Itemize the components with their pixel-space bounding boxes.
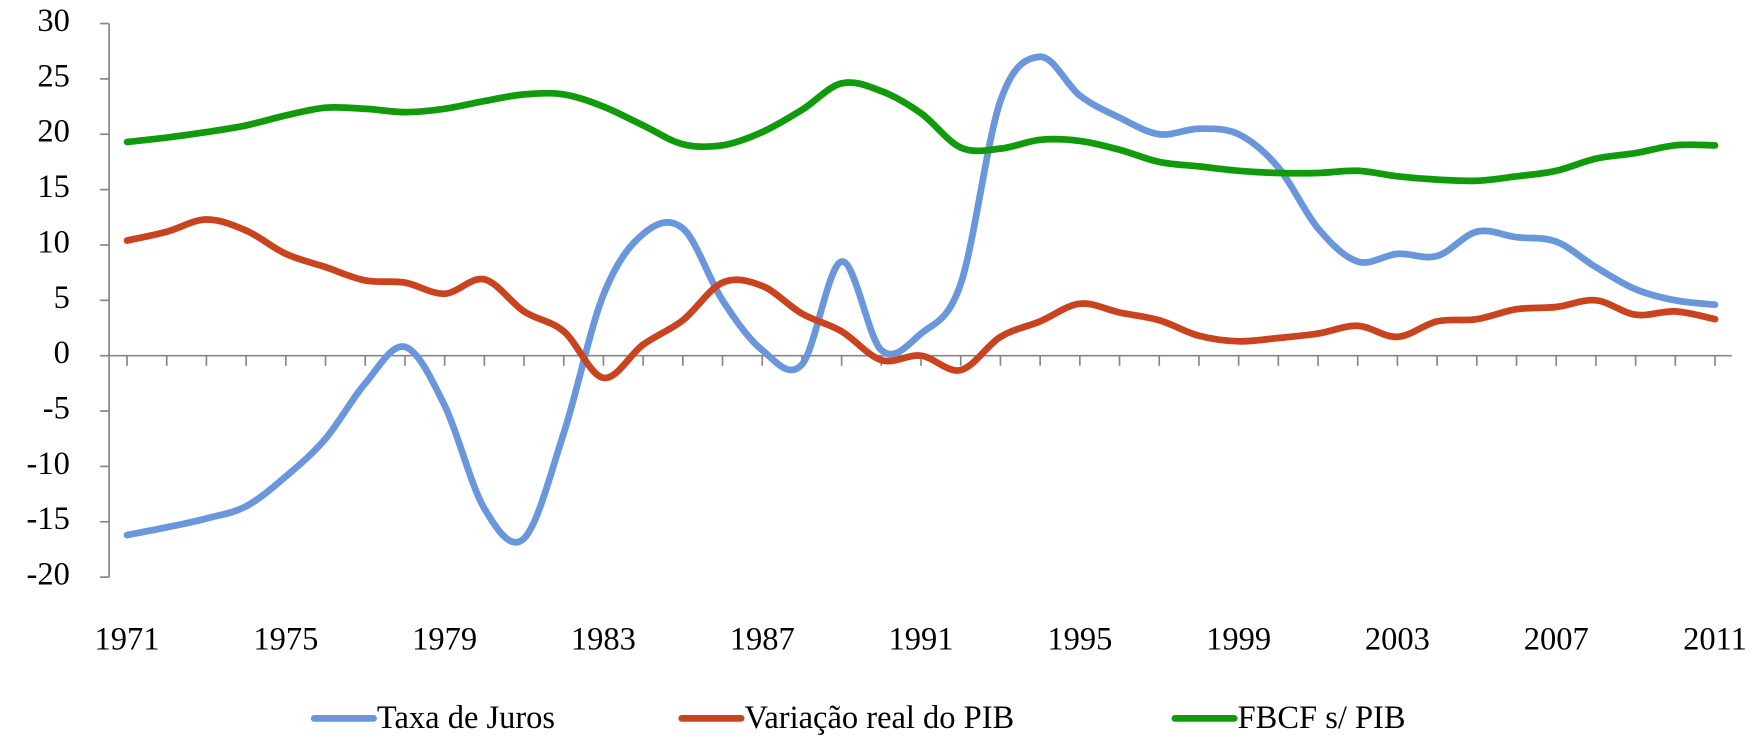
series-line: [123, 216, 1719, 382]
x-tick-label: 1983: [571, 622, 636, 658]
y-tick-label: -10: [27, 446, 70, 482]
x-tick-label: 2007: [1524, 622, 1589, 658]
series-line: [123, 53, 1719, 546]
x-tick-label: 1999: [1206, 622, 1271, 658]
x-tick-label: 1991: [889, 622, 954, 658]
legend-label: FBCF s/ PIB: [1238, 700, 1406, 736]
x-tick-label: 2003: [1365, 622, 1430, 658]
x-tick-label: 1971: [95, 622, 160, 658]
series-line: [123, 79, 1719, 185]
y-tick-label: -5: [43, 391, 70, 427]
y-tick-label: 5: [54, 280, 70, 316]
legend-label: Variação real do PIB: [745, 700, 1015, 736]
y-tick-label: -20: [27, 557, 70, 593]
y-tick-label: 15: [37, 169, 69, 205]
x-tick-label: 1975: [253, 622, 318, 658]
x-tick-label: 1987: [730, 622, 795, 658]
y-tick-label: 0: [54, 335, 70, 371]
x-tick-label: 1995: [1047, 622, 1112, 658]
legend-label: Taxa de Juros: [377, 700, 555, 736]
x-tick-label: 2011: [1683, 622, 1747, 658]
y-tick-label: -15: [27, 501, 70, 537]
x-tick-label: 1979: [412, 622, 477, 658]
y-tick-label: 25: [37, 58, 69, 94]
y-tick-label: 10: [37, 224, 69, 260]
y-tick-label: 20: [37, 114, 69, 150]
y-tick-label: 30: [37, 3, 69, 39]
